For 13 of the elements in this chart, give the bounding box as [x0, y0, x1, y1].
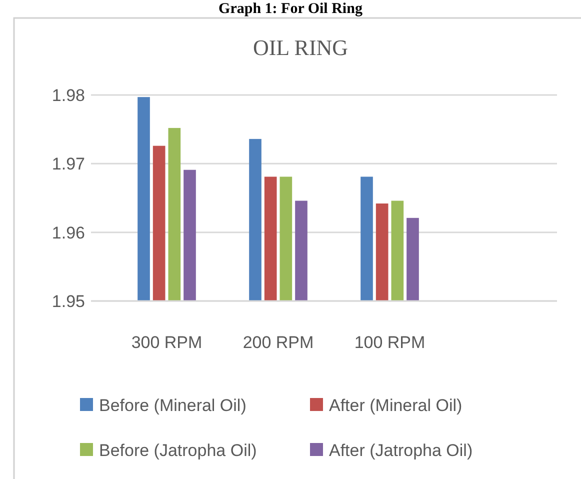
- caption: Graph 1: For Oil Ring: [218, 1, 363, 17]
- x-tick-label: 200 RPM: [242, 333, 314, 352]
- y-tick-label: 1.98: [52, 86, 85, 105]
- y-tick-label: 1.96: [52, 223, 85, 242]
- y-tick-label: 1.95: [52, 292, 85, 311]
- legend-label: After (Mineral Oil): [329, 396, 462, 415]
- chart-title: OIL RING: [252, 35, 348, 60]
- legend-label: After (Jatropha Oil): [329, 440, 473, 460]
- y-tick-label: 1.97: [52, 154, 85, 174]
- legend-label: Before (Jatropha Oil): [99, 440, 257, 460]
- x-tick-label: 100 RPM: [354, 333, 426, 352]
- legend-label: Before (Mineral Oil): [99, 396, 246, 415]
- x-tick-label: 300 RPM: [131, 333, 202, 352]
